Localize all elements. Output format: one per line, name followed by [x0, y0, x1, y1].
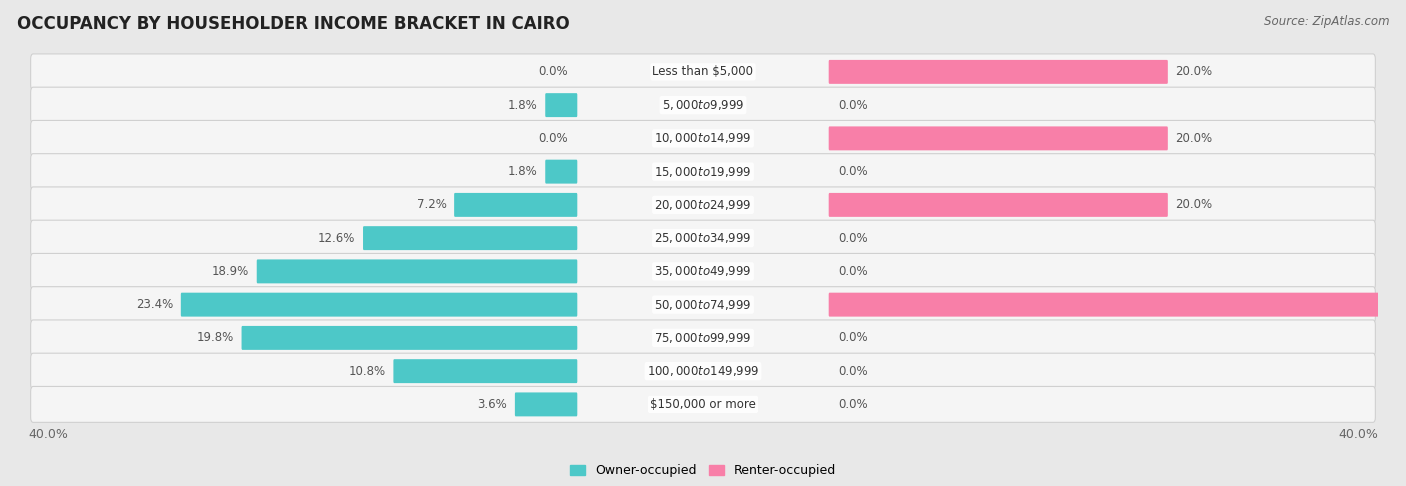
Text: $35,000 to $49,999: $35,000 to $49,999	[654, 264, 752, 278]
Text: 0.0%: 0.0%	[838, 265, 868, 278]
FancyBboxPatch shape	[31, 353, 1375, 389]
FancyBboxPatch shape	[828, 193, 1168, 217]
FancyBboxPatch shape	[31, 386, 1375, 422]
FancyBboxPatch shape	[31, 287, 1375, 323]
FancyBboxPatch shape	[828, 60, 1168, 84]
Text: 0.0%: 0.0%	[538, 132, 568, 145]
Text: 0.0%: 0.0%	[538, 66, 568, 78]
FancyBboxPatch shape	[31, 220, 1375, 256]
Text: 0.0%: 0.0%	[838, 364, 868, 378]
FancyBboxPatch shape	[31, 253, 1375, 289]
FancyBboxPatch shape	[394, 359, 578, 383]
FancyBboxPatch shape	[31, 54, 1375, 90]
Text: 1.8%: 1.8%	[508, 99, 537, 112]
FancyBboxPatch shape	[546, 160, 578, 184]
Text: 0.0%: 0.0%	[838, 99, 868, 112]
Text: 40.0%: 40.0%	[1339, 428, 1378, 441]
Text: $10,000 to $14,999: $10,000 to $14,999	[654, 131, 752, 145]
FancyBboxPatch shape	[546, 93, 578, 117]
Text: 40.0%: 40.0%	[28, 428, 67, 441]
FancyBboxPatch shape	[31, 187, 1375, 223]
Text: 23.4%: 23.4%	[136, 298, 173, 311]
Text: OCCUPANCY BY HOUSEHOLDER INCOME BRACKET IN CAIRO: OCCUPANCY BY HOUSEHOLDER INCOME BRACKET …	[17, 15, 569, 33]
FancyBboxPatch shape	[454, 193, 578, 217]
FancyBboxPatch shape	[242, 326, 578, 350]
Text: 1.8%: 1.8%	[508, 165, 537, 178]
Text: $25,000 to $34,999: $25,000 to $34,999	[654, 231, 752, 245]
FancyBboxPatch shape	[31, 320, 1375, 356]
Text: Source: ZipAtlas.com: Source: ZipAtlas.com	[1264, 15, 1389, 28]
Text: 20.0%: 20.0%	[1175, 66, 1212, 78]
Text: $100,000 to $149,999: $100,000 to $149,999	[647, 364, 759, 378]
Text: 12.6%: 12.6%	[318, 232, 356, 244]
Text: $50,000 to $74,999: $50,000 to $74,999	[654, 297, 752, 312]
Text: 20.0%: 20.0%	[1175, 132, 1212, 145]
Text: $150,000 or more: $150,000 or more	[650, 398, 756, 411]
Text: 20.0%: 20.0%	[1175, 198, 1212, 211]
Legend: Owner-occupied, Renter-occupied: Owner-occupied, Renter-occupied	[565, 459, 841, 482]
FancyBboxPatch shape	[31, 154, 1375, 190]
FancyBboxPatch shape	[828, 293, 1406, 316]
FancyBboxPatch shape	[31, 121, 1375, 156]
FancyBboxPatch shape	[31, 87, 1375, 123]
Text: $5,000 to $9,999: $5,000 to $9,999	[662, 98, 744, 112]
Text: 19.8%: 19.8%	[197, 331, 233, 345]
Text: 3.6%: 3.6%	[478, 398, 508, 411]
Text: 0.0%: 0.0%	[838, 331, 868, 345]
Text: Less than $5,000: Less than $5,000	[652, 66, 754, 78]
FancyBboxPatch shape	[181, 293, 578, 316]
Text: 0.0%: 0.0%	[838, 165, 868, 178]
Text: 0.0%: 0.0%	[838, 398, 868, 411]
Text: $20,000 to $24,999: $20,000 to $24,999	[654, 198, 752, 212]
FancyBboxPatch shape	[515, 392, 578, 417]
Text: 10.8%: 10.8%	[349, 364, 385, 378]
Text: 7.2%: 7.2%	[416, 198, 447, 211]
FancyBboxPatch shape	[363, 226, 578, 250]
Text: 18.9%: 18.9%	[212, 265, 249, 278]
Text: $15,000 to $19,999: $15,000 to $19,999	[654, 165, 752, 179]
FancyBboxPatch shape	[828, 126, 1168, 150]
FancyBboxPatch shape	[257, 260, 578, 283]
Text: 0.0%: 0.0%	[838, 232, 868, 244]
Text: $75,000 to $99,999: $75,000 to $99,999	[654, 331, 752, 345]
